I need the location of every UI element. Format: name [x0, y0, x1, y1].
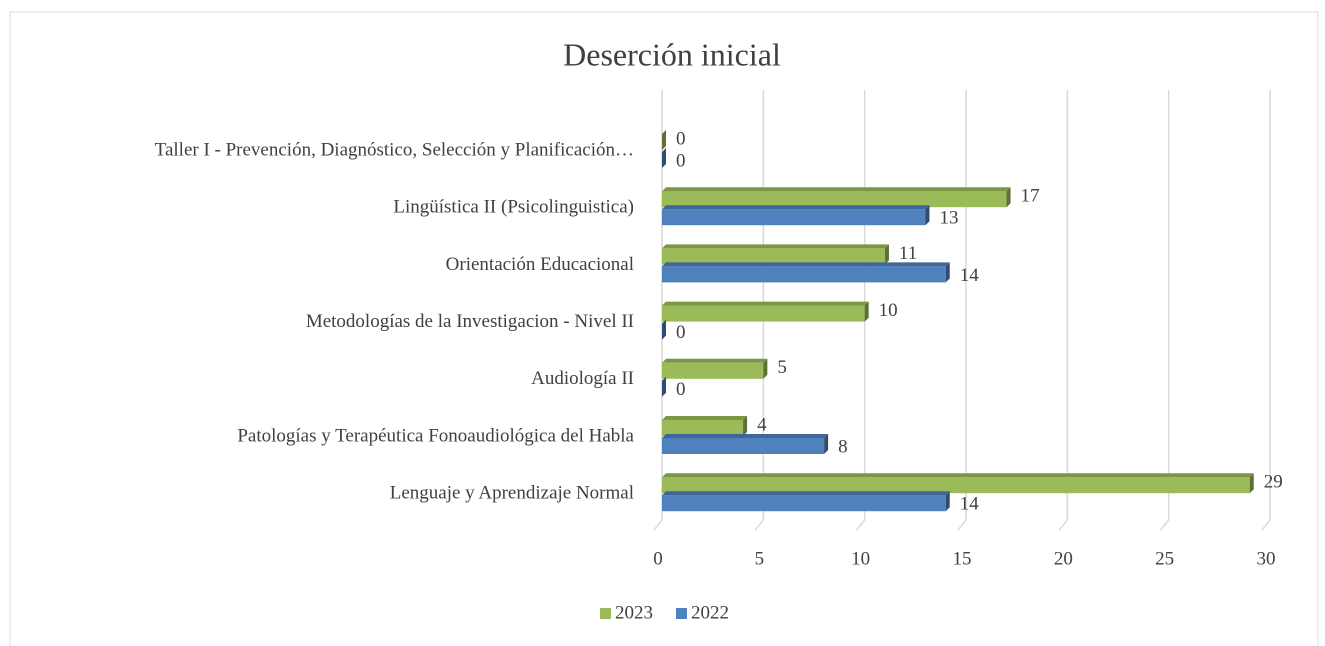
- data-label: 11: [899, 243, 917, 264]
- bar-top: [662, 416, 748, 420]
- bar: [662, 438, 825, 454]
- bar-side: [662, 376, 666, 397]
- bar-side: [864, 301, 869, 322]
- y-tick-label: Patologías y Terapéutica Fonoaudiológica…: [237, 425, 634, 446]
- bar-top: [662, 473, 1254, 478]
- bar-top: [662, 205, 930, 210]
- bar-side: [1006, 187, 1011, 208]
- bar-side: [662, 148, 666, 168]
- bar: [662, 420, 744, 436]
- x-tick-label: 10: [851, 548, 870, 569]
- bar-side: [925, 205, 930, 226]
- data-label: 4: [757, 414, 767, 435]
- y-tick-label: Orientación Educacional: [446, 254, 634, 275]
- x-tick-label: 5: [755, 548, 765, 569]
- data-label: 0: [676, 322, 686, 343]
- bar-top: [662, 262, 950, 267]
- bar-side: [743, 416, 748, 436]
- legend-swatch: [676, 608, 687, 619]
- data-label: 0: [676, 150, 686, 171]
- x-tick-label: 30: [1257, 548, 1276, 569]
- grid-line-floor: [653, 519, 663, 531]
- x-tick-label: 0: [653, 548, 663, 569]
- y-tick-label: Metodologías de la Investigacion - Nivel…: [306, 311, 634, 332]
- bar-side: [662, 319, 666, 340]
- bar-side: [945, 262, 950, 283]
- data-label: 29: [1264, 472, 1283, 493]
- data-label: 10: [879, 300, 898, 321]
- bar: [662, 477, 1250, 494]
- x-tick-label: 15: [953, 548, 972, 569]
- data-label: 14: [960, 494, 980, 515]
- bar: [662, 266, 946, 283]
- data-label: 0: [676, 128, 686, 149]
- bar-top: [662, 491, 950, 496]
- data-label: 5: [777, 357, 787, 378]
- bar-side: [824, 434, 829, 454]
- bar: [662, 191, 1007, 208]
- legend-label: 2023: [615, 602, 653, 623]
- bar-top: [662, 187, 1011, 192]
- x-tick-label: 20: [1054, 548, 1073, 569]
- bar-top: [662, 244, 889, 249]
- bar-top: [662, 434, 829, 438]
- grid-line-floor: [754, 519, 764, 531]
- y-tick-label: Lingüística II (Psicolinguistica): [393, 197, 634, 218]
- bar: [662, 248, 885, 265]
- y-tick-label: Taller I - Prevención, Diagnóstico, Sele…: [155, 139, 634, 160]
- grid-line-floor: [957, 519, 967, 531]
- legend-swatch: [600, 608, 611, 619]
- x-tick-label: 25: [1155, 548, 1174, 569]
- bar-side: [884, 244, 889, 265]
- data-label: 17: [1021, 186, 1040, 207]
- grid-line-floor: [1160, 519, 1170, 531]
- data-label: 14: [960, 265, 980, 286]
- chart-title: Deserción inicial: [563, 36, 781, 72]
- data-label: 8: [838, 436, 848, 457]
- grid-line-floor: [1058, 519, 1068, 531]
- data-label: 0: [676, 379, 686, 400]
- bar-top: [662, 358, 768, 363]
- bar: [662, 305, 865, 322]
- bar-side: [763, 358, 768, 379]
- bar-top: [662, 301, 869, 306]
- bar-side: [1249, 473, 1254, 494]
- y-tick-label: Audiología II: [531, 368, 634, 389]
- bar: [662, 362, 764, 379]
- y-tick-label: Lenguaje y Aprendizaje Normal: [390, 483, 634, 504]
- bar-side: [662, 130, 666, 150]
- data-label: 13: [939, 208, 958, 229]
- grid-line-floor: [856, 519, 866, 531]
- grid-line-floor: [1261, 519, 1271, 531]
- bar: [662, 495, 946, 512]
- bar-side: [945, 491, 950, 512]
- legend-label: 2022: [691, 602, 729, 623]
- bar: [662, 209, 926, 226]
